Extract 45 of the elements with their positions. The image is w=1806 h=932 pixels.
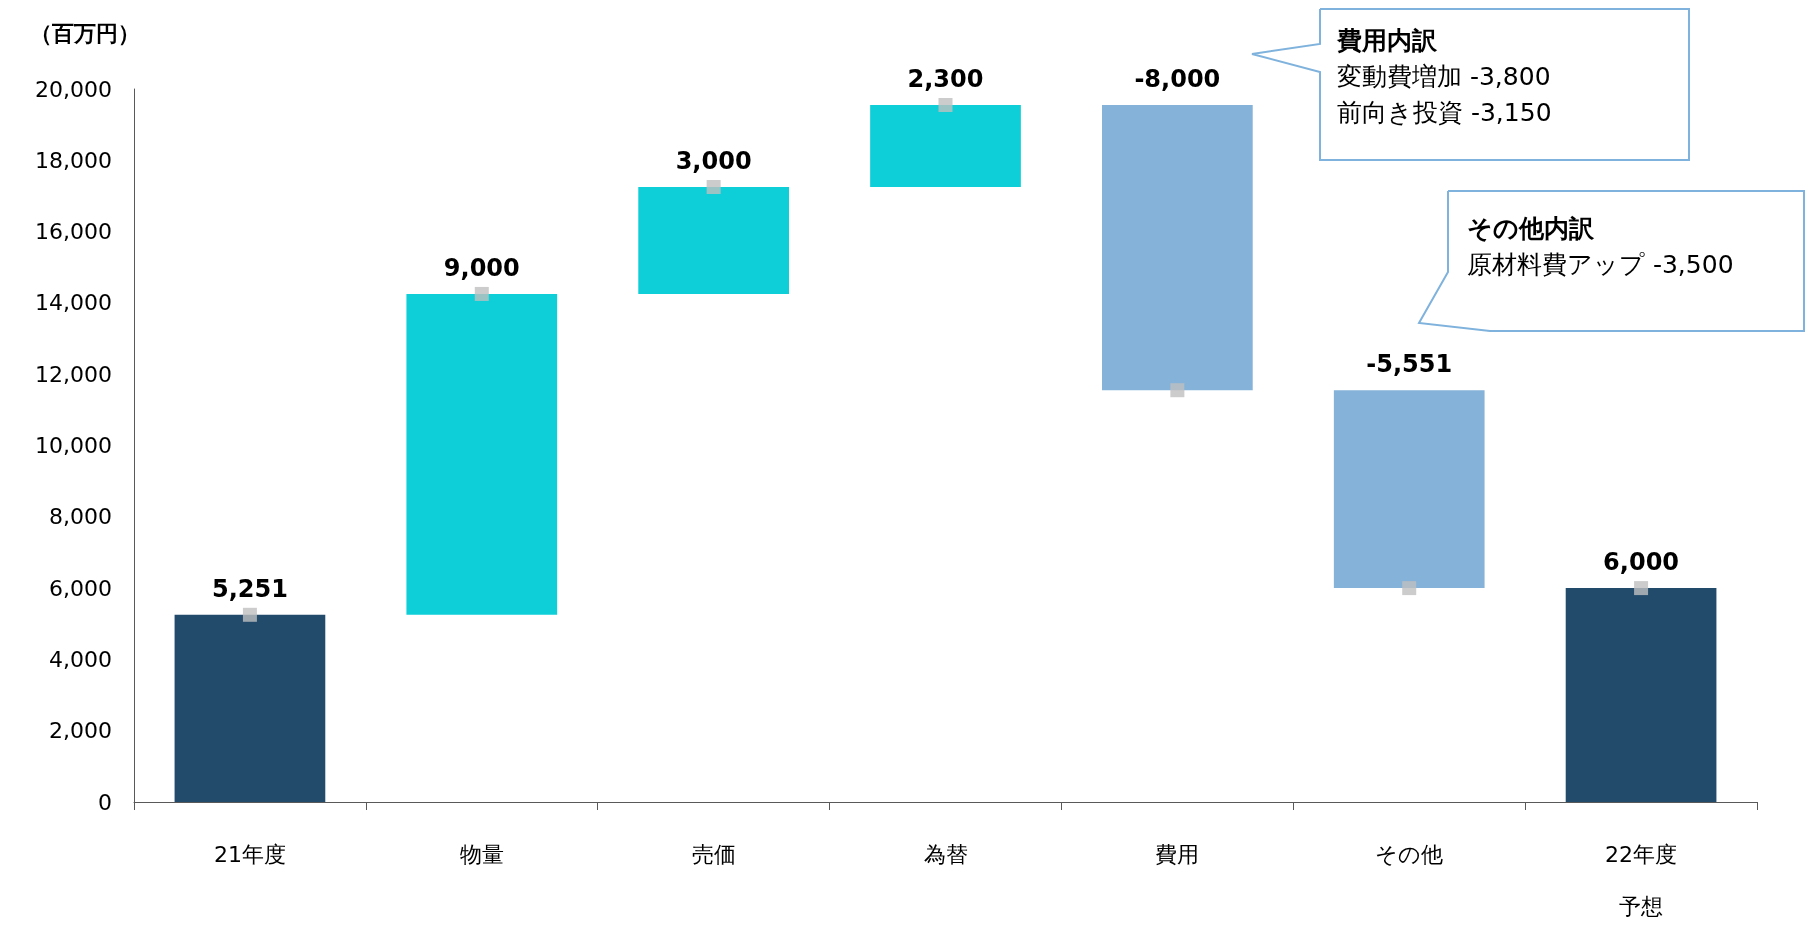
point — [938, 98, 953, 113]
point — [1170, 383, 1185, 398]
x-tick-label: 21年度 — [213, 841, 286, 867]
bar — [870, 105, 1021, 187]
data-label: -5,551 — [1366, 350, 1453, 379]
bar — [1333, 390, 1485, 589]
annotation: 原材料費アップ -3,500 — [1467, 250, 1734, 279]
y-axis-title: （百万円） — [30, 20, 140, 46]
annotation: その他内訳 — [1467, 214, 1595, 243]
data-label: 5,251 — [211, 574, 288, 603]
data-label: 2,300 — [907, 65, 984, 94]
y-tick-label: 16,000 — [35, 219, 112, 245]
x-tick-label: 為替 — [923, 841, 968, 867]
y-tick-label: 4,000 — [49, 646, 112, 672]
y-tick-label: 2,000 — [49, 718, 112, 744]
bar — [406, 293, 558, 615]
x-tick-label: 費用 — [1155, 841, 1200, 867]
y-tick-label: 6,000 — [49, 575, 112, 601]
x-tick-label: 売価 — [691, 841, 736, 867]
y-tick-label: 8,000 — [49, 504, 112, 530]
y-tick-label: 18,000 — [35, 147, 112, 173]
data-label: -8,000 — [1134, 65, 1221, 94]
annotation: 変動費増加 -3,800 — [1337, 62, 1551, 91]
bar — [638, 187, 789, 294]
bar — [174, 614, 326, 802]
y-tick-label: 0 — [98, 789, 112, 815]
point — [474, 286, 489, 301]
bar — [1102, 105, 1253, 391]
x-tick-label: 物量 — [459, 841, 504, 867]
x-tick-label: その他 — [1375, 841, 1444, 867]
data-label: 9,000 — [443, 253, 520, 282]
point — [1634, 581, 1649, 596]
y-tick-label: 12,000 — [35, 361, 112, 387]
bar — [1565, 588, 1717, 802]
text: 費用内訳 — [1336, 26, 1438, 55]
data-label: 6,000 — [1603, 548, 1680, 577]
data-label: 3,000 — [675, 147, 752, 175]
annotation: 前向き投資 -3,150 — [1337, 98, 1552, 127]
point — [1402, 581, 1417, 596]
y-tick-label: 10,000 — [35, 433, 112, 458]
y-tick-label: 14,000 — [35, 290, 112, 316]
point — [706, 180, 721, 194]
category-label: 22年度予想 — [1605, 841, 1678, 919]
y-tick-label: 20,000 — [35, 76, 112, 102]
point — [242, 607, 257, 622]
